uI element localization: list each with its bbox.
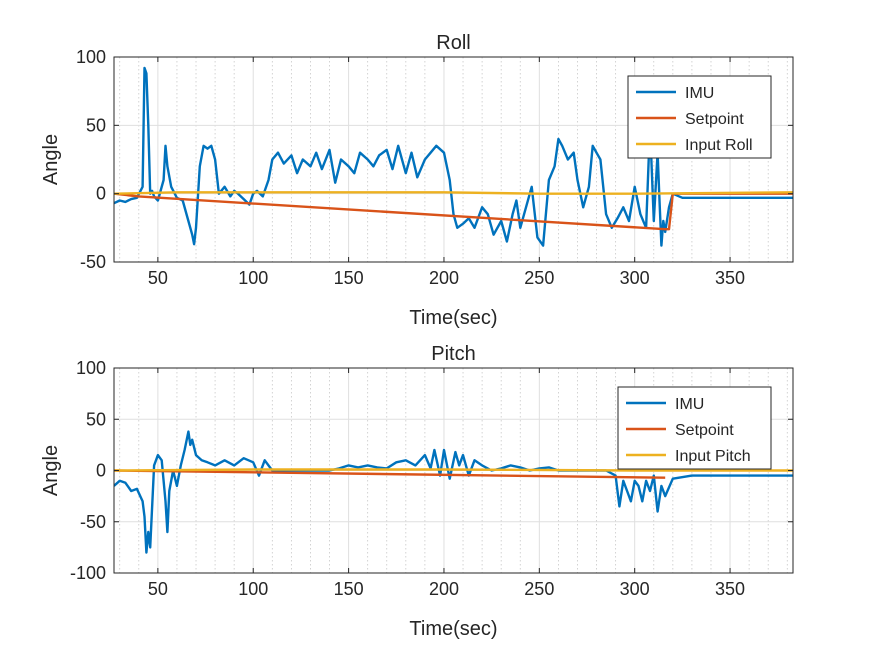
x-tick-label: 250 — [524, 579, 554, 599]
series-line-imu — [114, 66, 793, 247]
y-tick-label: 0 — [96, 184, 106, 204]
chart-title: Roll — [436, 32, 470, 54]
x-tick-label: 150 — [334, 268, 364, 288]
legend-entry: Setpoint — [675, 422, 734, 439]
x-axis-label: Time(sec) — [409, 618, 497, 640]
y-axis-label: Angle — [40, 445, 62, 496]
y-tick-label: 50 — [86, 115, 106, 135]
x-tick-label: 200 — [429, 268, 459, 288]
series-line-setpoint — [114, 469, 666, 479]
chart-title: Pitch — [431, 343, 475, 365]
x-tick-label: 100 — [238, 268, 268, 288]
y-tick-label: 0 — [96, 461, 106, 481]
y-tick-label: -100 — [70, 563, 106, 583]
series-group — [114, 66, 793, 247]
legend-entry: IMU — [675, 396, 704, 413]
legend-entry: Input Roll — [685, 137, 753, 154]
series-line-input-pitch — [114, 468, 793, 472]
y-axis-label: Angle — [40, 134, 62, 185]
x-tick-label: 200 — [429, 579, 459, 599]
x-tick-label: 50 — [148, 268, 168, 288]
legend: IMU Setpoint Input Roll — [627, 75, 772, 159]
series-line-imu — [114, 430, 793, 554]
legend-entry: Setpoint — [685, 111, 744, 128]
legend: IMU Setpoint Input Pitch — [617, 386, 772, 470]
x-tick-label: 350 — [715, 579, 745, 599]
x-tick-label: 50 — [148, 579, 168, 599]
x-tick-label: 250 — [524, 268, 554, 288]
x-tick-label: 300 — [620, 268, 650, 288]
axes-box — [113, 56, 794, 263]
series-line-input-roll — [114, 191, 793, 195]
y-tick-label: 50 — [86, 409, 106, 429]
pitch-plot: 50 100 150 200 250 300 350 -100 -50 0 50 100 Pitch Ti… — [40, 343, 794, 640]
x-tick-label: 150 — [334, 579, 364, 599]
x-tick-label: 350 — [715, 268, 745, 288]
y-tick-label: 100 — [76, 47, 106, 67]
x-tick-label: 300 — [620, 579, 650, 599]
y-tick-label: 100 — [76, 358, 106, 378]
y-tick-label: -50 — [80, 252, 106, 272]
roll-plot: 50 100 150 200 250 300 350 -50 0 50 100 Roll Time(se… — [40, 32, 794, 329]
x-axis-label: Time(sec) — [409, 307, 497, 329]
y-tick-label: -50 — [80, 512, 106, 532]
legend-entry: IMU — [685, 85, 714, 102]
x-tick-label: 100 — [238, 579, 268, 599]
legend-entry: Input Pitch — [675, 448, 751, 465]
series-group — [114, 430, 793, 554]
